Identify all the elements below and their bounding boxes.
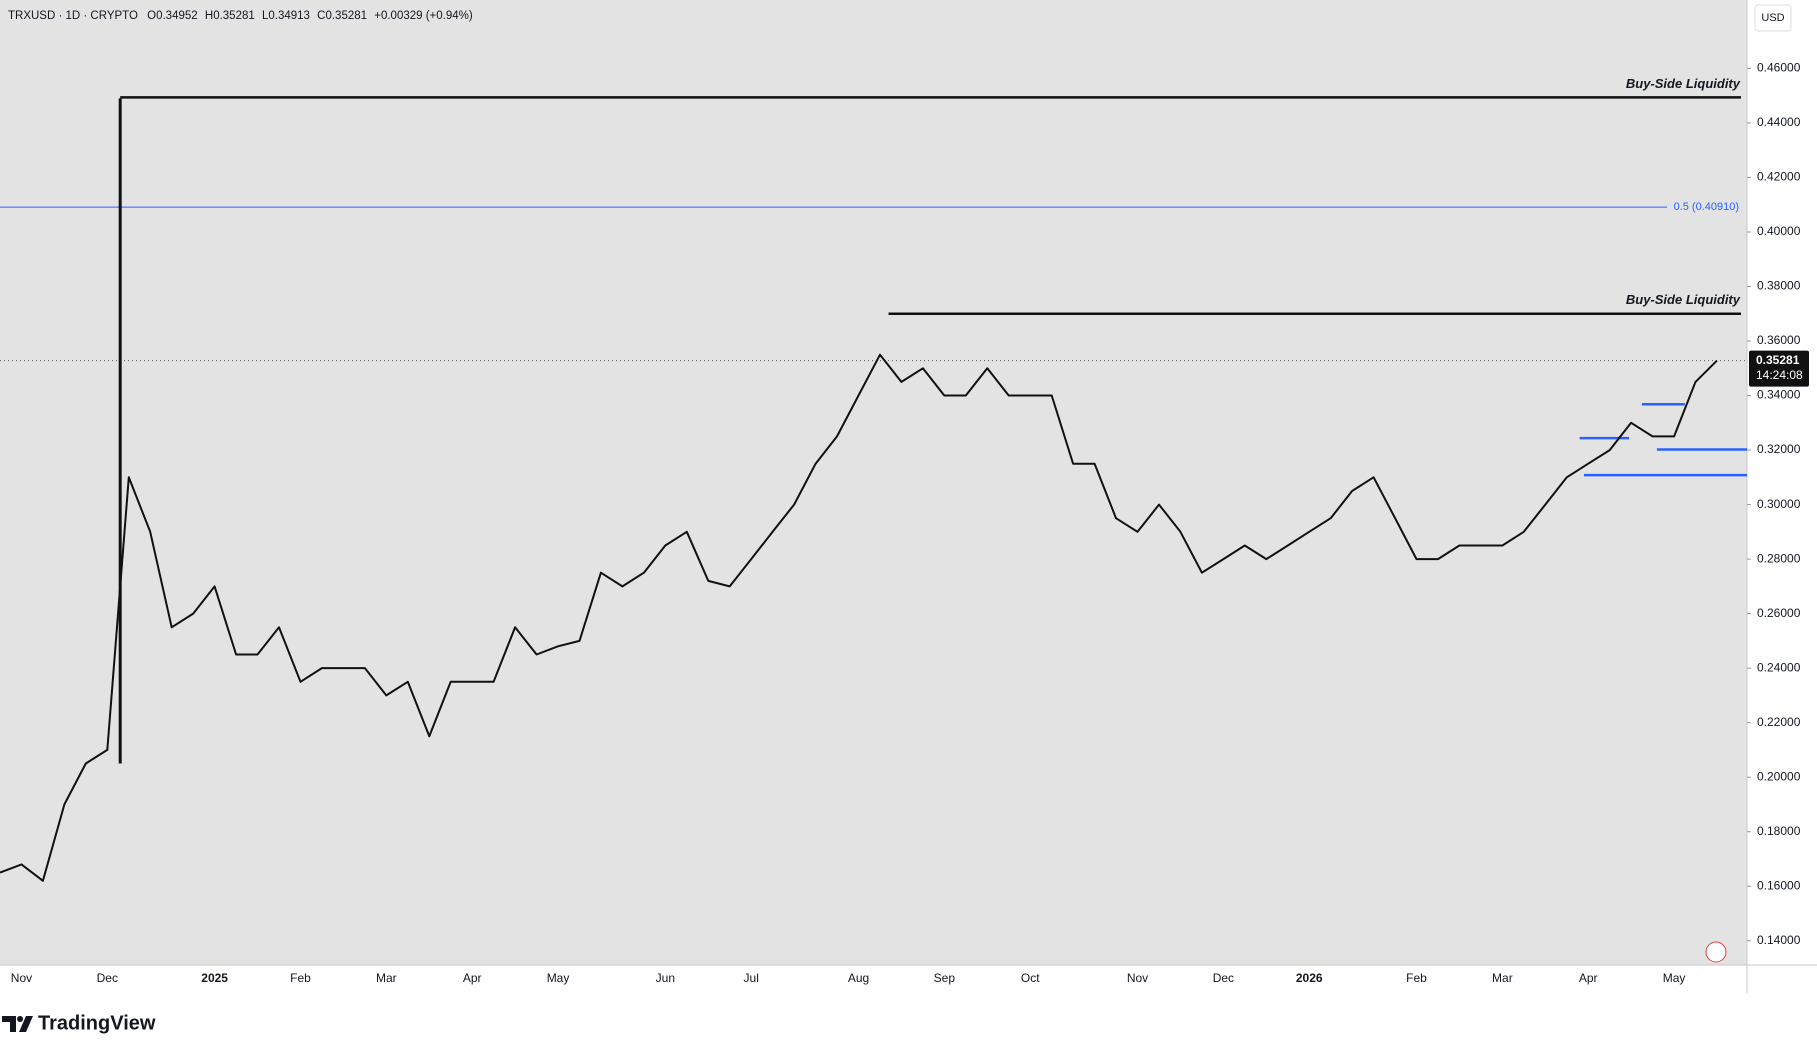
ohlc-label: L: [262, 10, 269, 22]
y-tick-label: 0.26000: [1757, 606, 1801, 620]
symbol: TRXUSD · 1D · CRYPTO: [8, 10, 138, 22]
flag-icon[interactable]: [1705, 941, 1727, 963]
price-axis-background: [1747, 0, 1817, 1000]
brand-logo: [2, 1016, 33, 1032]
liquidity-label: Buy-Side Liquidity: [1626, 76, 1741, 91]
y-tick-label: 0.28000: [1757, 551, 1801, 565]
fib-label: 0.5 (0.40910): [1674, 201, 1739, 213]
ohlc-value: 0.35281: [213, 10, 255, 22]
y-tick-label: 0.46000: [1757, 61, 1801, 75]
x-tick-label: Nov: [1127, 971, 1148, 985]
x-tick-label: Apr: [463, 971, 482, 985]
ohlc-label: O: [147, 10, 156, 22]
currency: USD: [1761, 12, 1784, 24]
ohlc-value: 0.34952: [156, 10, 198, 22]
y-tick-label: 0.22000: [1757, 715, 1801, 729]
x-tick-label: 2026: [1296, 971, 1323, 985]
change: +0.00329 (+0.94%): [374, 10, 473, 22]
y-tick-label: 0.44000: [1757, 115, 1801, 129]
y-tick-label: 0.32000: [1757, 442, 1801, 456]
y-tick-label: 0.30000: [1757, 497, 1801, 511]
y-tick-label: 0.40000: [1757, 224, 1801, 238]
liquidity-label: Buy-Side Liquidity: [1626, 292, 1741, 307]
x-tick-label: Mar: [1492, 971, 1513, 985]
y-tick-label: 0.36000: [1757, 333, 1801, 347]
ohlc-value: 0.34913: [268, 10, 310, 22]
x-tick-label: Jul: [744, 971, 759, 985]
x-tick-label: Sep: [934, 971, 956, 985]
x-tick-label: Aug: [848, 971, 869, 985]
x-tick-label: Jun: [656, 971, 675, 985]
plot-background: [0, 0, 1747, 965]
x-tick-label: Apr: [1579, 971, 1598, 985]
x-tick-label: May: [547, 971, 570, 985]
y-tick-label: 0.14000: [1757, 933, 1801, 947]
countdown: 14:24:08: [1756, 368, 1803, 382]
x-tick-label: Dec: [97, 971, 118, 985]
x-tick-label: Mar: [376, 971, 397, 985]
brand: TradingView: [38, 1012, 156, 1034]
y-tick-label: 0.20000: [1757, 769, 1801, 783]
x-tick-label: Oct: [1021, 971, 1040, 985]
price-line: [0, 353, 1718, 882]
x-tick-label: 2025: [201, 971, 228, 985]
y-tick-label: 0.18000: [1757, 824, 1801, 838]
x-tick-label: May: [1663, 971, 1686, 985]
x-tick-label: Feb: [290, 971, 311, 985]
last-price-box: [1749, 350, 1809, 387]
ohlc-label: C: [317, 10, 325, 22]
currency-button[interactable]: [1754, 4, 1792, 32]
last-price-label: 0.35281: [1756, 353, 1800, 367]
y-tick-label: 0.16000: [1757, 878, 1801, 892]
ohlc-label: H: [205, 10, 213, 22]
ohlc-value: 0.35281: [325, 10, 367, 22]
y-tick-label: 0.34000: [1757, 388, 1801, 402]
y-tick-label: 0.38000: [1757, 279, 1801, 293]
y-tick-label: 0.42000: [1757, 170, 1801, 184]
x-tick-label: Nov: [11, 971, 32, 985]
header: TRXUSD · 1D · CRYPTO O0.34952 H0.35281 L…: [8, 10, 473, 22]
x-tick-label: Feb: [1406, 971, 1427, 985]
x-tick-label: Dec: [1213, 971, 1234, 985]
y-tick-label: 0.24000: [1757, 660, 1801, 674]
